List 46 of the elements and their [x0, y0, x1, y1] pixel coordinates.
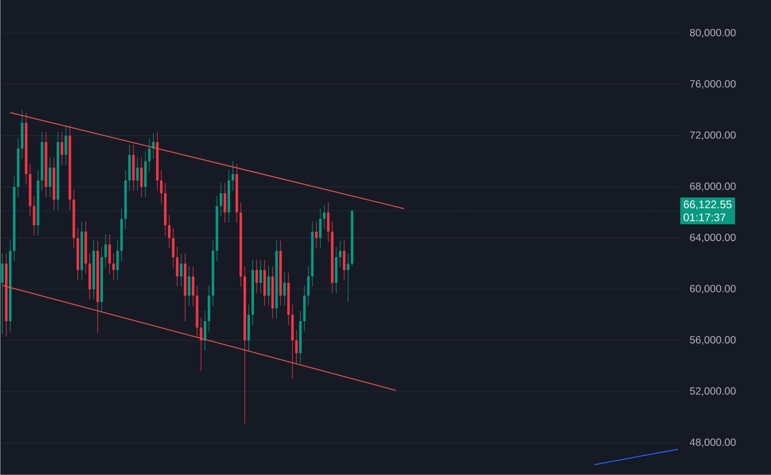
candlestick	[140, 157, 143, 198]
candlestick	[315, 221, 318, 249]
y-tick-label: 52,000.00	[690, 387, 736, 396]
candlestick	[346, 253, 350, 302]
candlestick	[168, 214, 171, 249]
y-tick-label: 80,000.00	[690, 29, 736, 38]
candlestick	[255, 260, 258, 294]
candlestick	[180, 253, 182, 288]
y-tick-label: 56,000.00	[690, 336, 736, 345]
candlestick	[283, 272, 286, 306]
candlestick	[48, 157, 52, 198]
candlestick	[60, 132, 64, 166]
candlestick	[172, 228, 174, 268]
candlestick	[319, 208, 322, 249]
candlestick	[200, 317, 202, 372]
y-tick-label: 60,000.00	[690, 285, 736, 294]
candlestick	[112, 253, 115, 281]
candlestick	[64, 125, 68, 166]
candlestick	[224, 182, 226, 224]
text: 01:17:37	[684, 214, 726, 222]
candlestick	[338, 240, 342, 268]
candlestick	[136, 157, 139, 192]
y-tick-label: 76,000.00	[690, 80, 736, 89]
candlestick	[108, 234, 111, 274]
candlestick	[176, 246, 178, 288]
candlestick	[148, 138, 151, 172]
candlestick	[32, 196, 36, 236]
candlestick	[1, 253, 4, 334]
candlestick	[295, 330, 298, 364]
candlestick	[342, 240, 346, 281]
candlestick	[104, 234, 107, 268]
y-tick-label: 72,000.00	[690, 131, 736, 140]
candlestick	[160, 170, 163, 204]
candlestick	[188, 266, 190, 306]
candlestick	[116, 240, 119, 281]
candlestick	[192, 266, 194, 306]
candlestick	[267, 266, 270, 306]
candlestick	[259, 260, 262, 294]
candlestick	[232, 161, 234, 192]
y-tick-label: 64,000.00	[690, 234, 736, 242]
candlestick	[204, 310, 206, 352]
candlestick	[326, 202, 330, 242]
candlestick	[307, 266, 310, 306]
ref-line-label: 66,122.55	[684, 200, 732, 210]
y-tick-label: 68,000.00	[690, 182, 736, 192]
y-tick-label: 48,000.00	[690, 438, 736, 448]
